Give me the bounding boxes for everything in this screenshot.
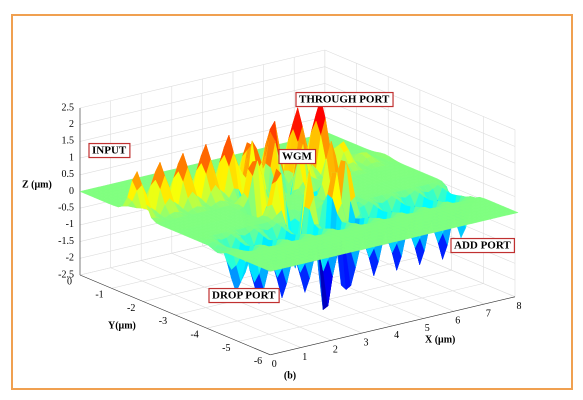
- z-tick-label: 0.5: [62, 169, 75, 180]
- grid-line: [79, 49, 325, 109]
- annotation-box: [278, 148, 317, 165]
- x-tick-label: 5: [425, 323, 430, 334]
- annotation: DROP PORT: [212, 290, 276, 302]
- z-tick-label: -1.5: [58, 236, 74, 247]
- z-tick-label: -1: [66, 219, 74, 230]
- grid-line: [79, 116, 325, 176]
- y-tick-label: -3: [159, 316, 167, 327]
- z-tick-label: -2.5: [58, 269, 74, 280]
- surface: [79, 98, 519, 311]
- grid-line: [175, 256, 420, 316]
- annotation: THROUGH PORT: [299, 94, 390, 106]
- surface-patch: [264, 267, 276, 272]
- grid-line: [206, 269, 452, 329]
- y-tick-label: 0: [67, 276, 72, 287]
- x-tick-label: 0: [272, 359, 277, 370]
- annotation-box: [450, 237, 516, 254]
- annotation: WGM: [282, 151, 313, 163]
- y-tick-label: -6: [254, 356, 262, 367]
- z-tick-label: 0: [69, 186, 74, 197]
- x-tick-label: 4: [394, 330, 399, 341]
- grid-line: [270, 296, 516, 356]
- y-tick-label: -4: [190, 329, 198, 340]
- x-tick-label: 3: [364, 337, 369, 348]
- x-tick-label: 6: [455, 316, 460, 327]
- x-axis-label: X (μm): [425, 334, 455, 345]
- annotation: ADD PORT: [454, 240, 511, 252]
- y-tick-label: -1: [95, 290, 103, 301]
- annotation-box: [88, 142, 131, 159]
- grid-line: [79, 66, 325, 125]
- z-tick-label: -0.5: [58, 202, 74, 213]
- x-tick-label: 2: [333, 345, 338, 356]
- x-tick-label: 1: [302, 352, 307, 363]
- grid-line: [238, 283, 484, 342]
- y-tick-label: -5: [222, 343, 230, 354]
- caption: (b): [284, 370, 296, 381]
- labels: 2.521.510.50-0.5-1-1.5-2-2.50-1-2-3-4-5-…: [22, 91, 522, 381]
- z-tick-label: -2: [66, 253, 74, 264]
- z-tick-label: 2.5: [62, 102, 75, 113]
- z-tick-label: 1: [69, 152, 74, 163]
- annotation: INPUT: [92, 145, 127, 157]
- y-tick-label: -2: [127, 303, 135, 314]
- grid-line: [79, 274, 271, 356]
- frame: [11, 14, 573, 390]
- x-tick-label: 8: [517, 301, 522, 312]
- z-axis-label: Z (μm): [22, 179, 52, 190]
- z-tick-label: 1.5: [62, 136, 75, 147]
- annotation-box: [295, 91, 394, 108]
- annotation-box: [208, 287, 280, 304]
- grid-line: [79, 83, 325, 142]
- x-tick-label: 7: [486, 308, 491, 319]
- z-tick-label: 2: [69, 119, 74, 130]
- y-axis-label: Y(μm): [108, 320, 136, 331]
